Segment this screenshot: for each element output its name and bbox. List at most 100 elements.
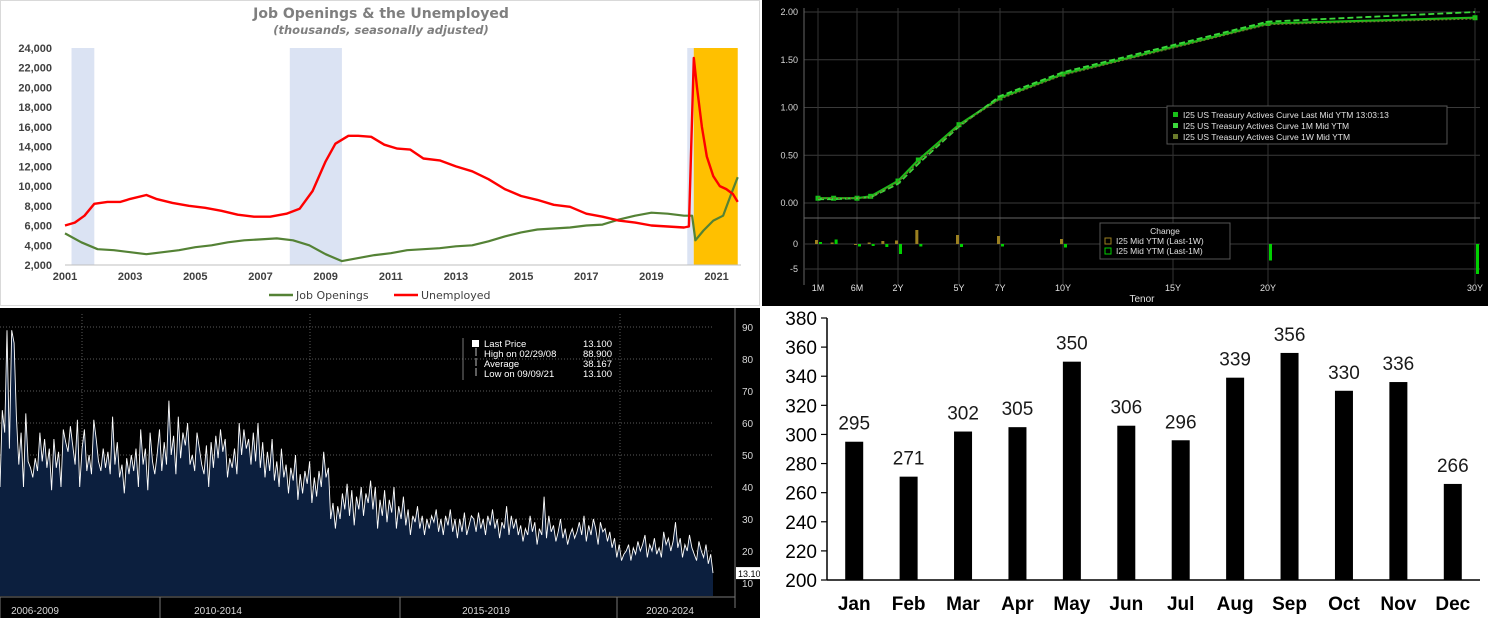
shaded-period [71, 48, 95, 265]
series-line [64, 56, 739, 229]
change-bar [1060, 239, 1063, 244]
change-bar [854, 244, 857, 245]
x-tick-label: 2015 [509, 271, 533, 283]
shaded-period [693, 48, 738, 265]
stats-value: 38.167 [583, 359, 612, 370]
legend-swatch [1173, 123, 1178, 128]
y-tick-label: 340 [785, 367, 817, 388]
bar-value-label: 302 [947, 404, 979, 425]
legend-label: I25 Mid YTM (Last-1W) [1116, 236, 1204, 246]
data-point [956, 122, 962, 128]
legend-swatch [472, 340, 479, 347]
y-tick-label: 0.50 [780, 150, 798, 160]
y-tick-label: 24,000 [18, 43, 52, 55]
legend-box [1166, 105, 1448, 145]
y-tick-label: 4,000 [24, 240, 52, 252]
y-tick-label: 60 [742, 419, 754, 430]
data-point [915, 157, 921, 163]
x-tick-label: 2017 [574, 271, 598, 283]
bar [1008, 427, 1027, 580]
x-tick-label: 2013 [444, 271, 468, 283]
x-tick-label: 15Y [1165, 283, 1181, 293]
bar [1389, 382, 1408, 580]
x-period-label: 2020-2024 [646, 606, 694, 617]
stats-label: Average [484, 359, 519, 370]
bar-value-label: 305 [1002, 399, 1034, 420]
bar [1280, 352, 1299, 580]
y-tick-label: 2,000 [24, 260, 52, 272]
y-tick-label: 10,000 [18, 181, 52, 193]
y-tick-label: 260 [785, 484, 817, 505]
bar-value-label: 296 [1165, 412, 1197, 433]
y-tick-label: 220 [785, 542, 817, 563]
y-tick-label: 200 [785, 571, 817, 592]
x-tick-label: 2011 [379, 271, 403, 283]
bar [1443, 483, 1462, 580]
x-tick-label: May [1053, 594, 1090, 615]
y-tick-label: 300 [785, 425, 817, 446]
y-tick-label: 80 [742, 355, 754, 366]
x-tick-label: 2005 [183, 271, 207, 283]
x-tick-label: 2003 [118, 271, 142, 283]
change-legend-box [1099, 222, 1231, 260]
y-tick-label: 8,000 [24, 201, 52, 213]
y-tick-label: 20 [742, 547, 754, 558]
job-openings-chart: 24,000 22,000 20,000 18,000 16,000 14,000 12,0… [18, 43, 741, 302]
change-bar [1476, 244, 1479, 274]
y-tick-label: 6,000 [24, 221, 52, 233]
change-bar [858, 244, 861, 247]
x-tick-label: 20Y [1260, 283, 1276, 293]
y-tick-label: 1.50 [780, 55, 798, 65]
change-bar [919, 244, 923, 247]
bar-value-label: 356 [1274, 325, 1306, 346]
y-tick-label: 40 [742, 483, 754, 494]
price-history-chart: 90 80 70 60 50 40 30 20 10 2006-2009 2010-2014 2015… [0, 308, 760, 618]
x-axis-title: Tenor [1129, 294, 1155, 305]
change-bar [830, 242, 834, 244]
y-tick-label: 1.00 [780, 103, 798, 113]
bar-value-label: 266 [1437, 456, 1469, 477]
y-tick-label: 20,000 [18, 82, 52, 94]
x-tick-label: Feb [892, 594, 926, 615]
series-line [0, 330, 714, 574]
x-tick-label: Aug [1217, 594, 1254, 615]
bar [845, 441, 864, 580]
change-bar [815, 240, 818, 244]
x-tick-label: 2021 [704, 271, 728, 283]
y-tick-label: 70 [742, 387, 754, 398]
legend-swatch [1104, 237, 1112, 245]
x-tick-label: Jul [1167, 594, 1194, 615]
change-bar [885, 244, 889, 247]
bar-value-label: 336 [1383, 354, 1415, 375]
bar [954, 431, 973, 580]
last-price-tag-text: 13.10 [738, 569, 760, 579]
x-tick-label: Jun [1109, 594, 1143, 615]
x-tick-label: 10Y [1055, 283, 1071, 293]
stats-value: 88.900 [583, 349, 612, 360]
y-tick-label: 10 [742, 579, 754, 590]
x-tick-label: 2009 [313, 271, 337, 283]
x-tick-label: 1M [812, 283, 825, 293]
bar-value-label: 339 [1219, 350, 1251, 371]
price-history-chart-panel: 90 80 70 60 50 40 30 20 10 2006-2009 2010-2014 2015… [0, 308, 760, 618]
monthly-bar-chart-panel: 380 360 340 320 300 280 260 240 220 200 295 Jan 271 F… [762, 308, 1488, 618]
legend-swatch [1104, 247, 1112, 255]
stats-label: Low on 09/09/21 [484, 369, 554, 380]
x-period-label: 2015-2019 [462, 606, 510, 617]
series-line [818, 17, 1476, 199]
change-bar [1001, 244, 1004, 247]
y-tick-label: 280 [785, 455, 817, 476]
change-bar [895, 240, 898, 244]
y-tick-label: 18,000 [18, 102, 52, 114]
stats-value: 13.100 [583, 369, 612, 380]
y-tick-label: 14,000 [18, 142, 52, 154]
job-openings-chart-panel: Job Openings & the Unemployed (thousands… [0, 0, 760, 306]
y-tick-label: 2.00 [780, 7, 798, 17]
legend-label: I25 US Treasury Actives Curve Last Mid Y… [1183, 110, 1389, 120]
bar [1171, 440, 1190, 580]
bar [1117, 425, 1136, 580]
x-tick-label: Apr [1001, 594, 1034, 615]
y-tick-label: 12,000 [18, 161, 52, 173]
legend-label: I25 US Treasury Actives Curve 1W Mid YTM [1183, 132, 1350, 142]
data-point [868, 193, 874, 199]
